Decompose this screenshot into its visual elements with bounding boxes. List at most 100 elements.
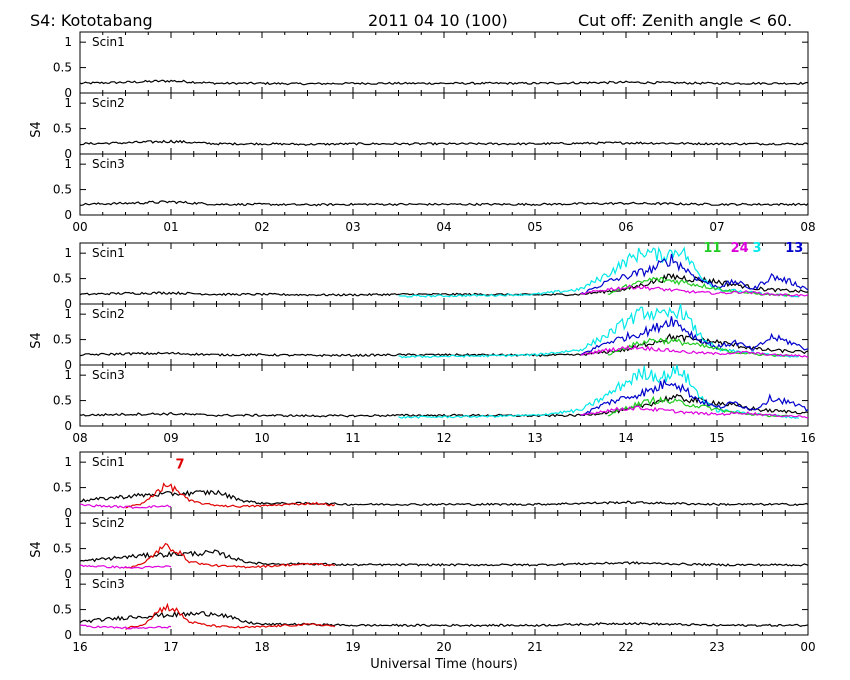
series-line <box>125 602 336 630</box>
subplot-label: Scin1 <box>92 35 125 49</box>
y-tick-label: 0 <box>64 297 72 311</box>
x-tick-label: 14 <box>618 431 633 445</box>
y-tick-label: 0.5 <box>53 183 72 197</box>
y-tick-label: 0.5 <box>53 333 72 347</box>
y-tick-label: 0.5 <box>53 272 72 286</box>
series-line <box>580 253 809 295</box>
y-axis-label: S4 <box>29 541 44 558</box>
x-tick-label: 02 <box>254 220 269 234</box>
series-annotation: 3 <box>752 241 761 256</box>
y-tick-label: 1 <box>64 35 72 49</box>
x-tick-label: 00 <box>800 640 815 654</box>
y-tick-label: 0 <box>64 86 72 100</box>
series-line <box>607 276 790 298</box>
y-tick-label: 0.5 <box>53 481 72 495</box>
x-tick-label: 10 <box>254 431 269 445</box>
subplot-label: Scin3 <box>92 577 125 591</box>
subplot-label: Scin3 <box>92 157 125 171</box>
series-line <box>580 344 809 358</box>
subplot-frame <box>79 92 809 155</box>
date-title: 2011 04 10 (100) <box>368 11 508 30</box>
series-line <box>79 503 172 509</box>
x-tick-label: 18 <box>254 640 269 654</box>
series-line <box>580 316 809 356</box>
series-line <box>580 405 808 419</box>
x-tick-label: 00 <box>72 220 87 234</box>
series-annotation: 13 <box>785 241 803 256</box>
y-tick-label: 0.5 <box>53 61 72 75</box>
x-tick-label: 13 <box>527 431 542 445</box>
y-tick-label: 0.5 <box>53 394 72 408</box>
x-tick-label: 09 <box>163 431 178 445</box>
figure-header: S4: Kototabang 2011 04 10 (100) Cut off:… <box>0 0 850 40</box>
y-tick-label: 0.5 <box>53 603 72 617</box>
x-tick-label: 22 <box>618 640 633 654</box>
series-line <box>80 393 809 418</box>
y-tick-label: 0 <box>64 419 72 433</box>
subplot-label: Scin2 <box>92 516 125 530</box>
subplot-label: Scin2 <box>92 307 125 321</box>
y-tick-label: 0.5 <box>53 122 72 136</box>
x-tick-label: 03 <box>345 220 360 234</box>
y-tick-label: 0 <box>64 358 72 372</box>
y-tick-label: 0.5 <box>53 542 72 556</box>
subplot-label: Scin3 <box>92 368 125 382</box>
x-tick-label: 01 <box>163 220 178 234</box>
series-line <box>79 610 809 628</box>
x-tick-label: 08 <box>800 220 815 234</box>
station-title: S4: Kototabang <box>30 11 153 30</box>
x-tick-label: 08 <box>72 431 87 445</box>
subplot-frame <box>79 153 809 216</box>
series-line <box>79 139 809 146</box>
series-line <box>80 489 809 507</box>
x-tick-label: 05 <box>527 220 542 234</box>
y-tick-label: 0 <box>64 506 72 520</box>
x-tick-label: 16 <box>72 640 87 654</box>
y-tick-label: 1 <box>64 516 72 530</box>
y-tick-label: 0 <box>64 567 72 581</box>
x-tick-label: 04 <box>436 220 451 234</box>
series-line <box>79 333 809 358</box>
series-line <box>79 200 809 207</box>
x-tick-label: 15 <box>709 431 724 445</box>
subplot-label: Scin1 <box>92 246 125 260</box>
cutoff-title: Cut off: Zenith angle < 60. <box>578 11 793 30</box>
y-axis-label: S4 <box>29 332 44 349</box>
subplot-label: Scin1 <box>92 455 125 469</box>
y-tick-label: 1 <box>64 96 72 110</box>
x-tick-label: 11 <box>345 431 360 445</box>
x-tick-label: 16 <box>800 431 815 445</box>
y-tick-label: 1 <box>64 307 72 321</box>
y-tick-label: 1 <box>64 368 72 382</box>
y-tick-label: 1 <box>64 577 72 591</box>
series-line <box>79 273 809 297</box>
series-annotation: 11 <box>703 241 721 256</box>
series-annotation: 7 <box>176 457 185 472</box>
x-tick-label: 23 <box>709 640 724 654</box>
series-line <box>580 378 809 416</box>
series-line <box>398 246 799 298</box>
series-line <box>580 284 809 297</box>
x-tick-label: 20 <box>436 640 451 654</box>
x-tick-label: 06 <box>618 220 633 234</box>
y-tick-label: 0 <box>64 208 72 222</box>
series-annotation: 24 <box>731 241 749 256</box>
series-line <box>79 564 172 570</box>
series-line <box>79 549 809 567</box>
x-tick-label: 12 <box>436 431 451 445</box>
series-line <box>125 482 336 509</box>
x-tick-label: 21 <box>527 640 542 654</box>
y-axis-label: S4 <box>29 121 44 138</box>
x-tick-label: 19 <box>345 640 360 654</box>
subplot-label: Scin2 <box>92 96 125 110</box>
series-line <box>398 364 800 419</box>
x-axis-label: Universal Time (hours) <box>370 657 518 672</box>
x-tick-label: 17 <box>163 640 178 654</box>
series-line <box>125 542 336 569</box>
y-tick-label: 0 <box>64 147 72 161</box>
series-line <box>79 79 809 86</box>
x-tick-label: 07 <box>709 220 724 234</box>
series-line <box>398 303 799 359</box>
y-tick-label: 1 <box>64 455 72 469</box>
